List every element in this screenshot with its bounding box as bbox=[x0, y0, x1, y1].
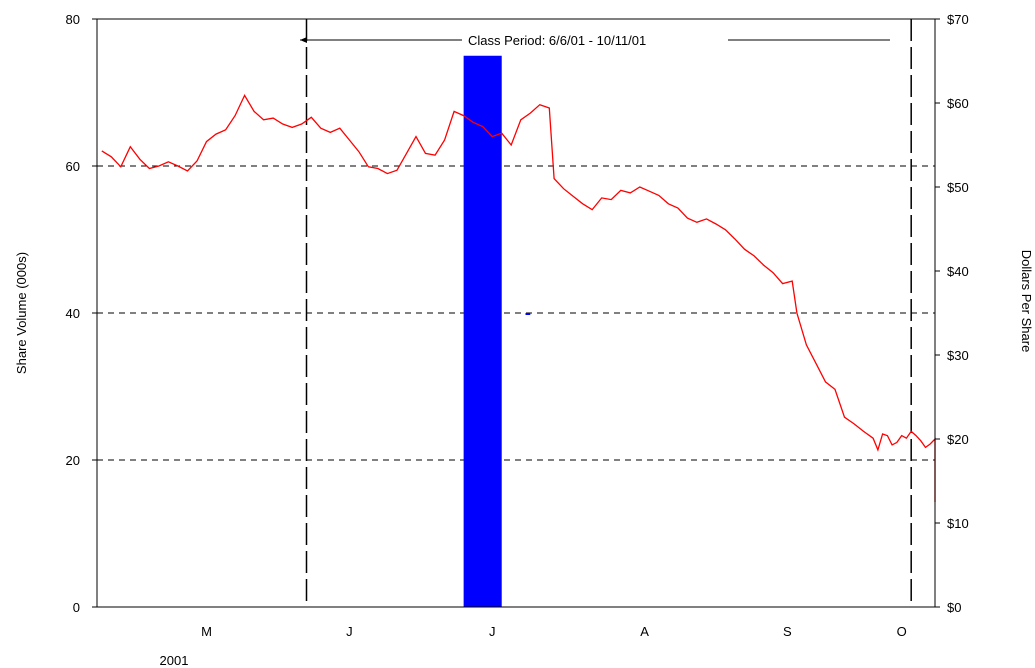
left-tick-label: 80 bbox=[66, 12, 80, 27]
right-axis-title: Dollars Per Share bbox=[1019, 250, 1034, 353]
left-tick-label: 60 bbox=[66, 159, 80, 174]
left-tick-label: 40 bbox=[66, 306, 80, 321]
right-tick-label: $50 bbox=[947, 180, 969, 195]
month-label: J bbox=[489, 624, 496, 639]
class-period-label-bg bbox=[462, 31, 728, 48]
volume-bar bbox=[525, 313, 531, 315]
right-axis-ticks: $0 $10 $20 $30 $40 $50 $60 $70 bbox=[935, 12, 969, 615]
class-period-annotation: Class Period: 6/6/01 - 10/11/01 bbox=[300, 31, 890, 48]
right-tick-label: $70 bbox=[947, 12, 969, 27]
price-line bbox=[101, 94, 936, 502]
right-tick-label: $0 bbox=[947, 600, 961, 615]
year-label: 2001 bbox=[160, 653, 189, 668]
left-tick-label: 0 bbox=[73, 600, 80, 615]
month-label: A bbox=[640, 624, 649, 639]
class-period-label: Class Period: 6/6/01 - 10/11/01 bbox=[468, 33, 646, 48]
price-line-layer bbox=[101, 94, 936, 502]
month-label: S bbox=[783, 624, 792, 639]
volume-bars bbox=[463, 55, 531, 607]
left-axis-ticks: 0 20 40 60 80 bbox=[66, 12, 97, 615]
left-axis-title: Share Volume (000s) bbox=[14, 252, 29, 374]
right-tick-label: $60 bbox=[947, 96, 969, 111]
gridlines bbox=[97, 165, 935, 461]
month-label: J bbox=[346, 624, 353, 639]
class-period-boundaries bbox=[305, 19, 912, 607]
right-tick-label: $10 bbox=[947, 516, 969, 531]
right-tick-label: $30 bbox=[947, 348, 969, 363]
right-tick-label: $40 bbox=[947, 264, 969, 279]
right-tick-label: $20 bbox=[947, 432, 969, 447]
volume-bar bbox=[463, 55, 502, 607]
class-period-arrowhead bbox=[300, 37, 307, 43]
month-label: O bbox=[897, 624, 907, 639]
month-label: M bbox=[201, 624, 212, 639]
left-tick-label: 20 bbox=[66, 453, 80, 468]
